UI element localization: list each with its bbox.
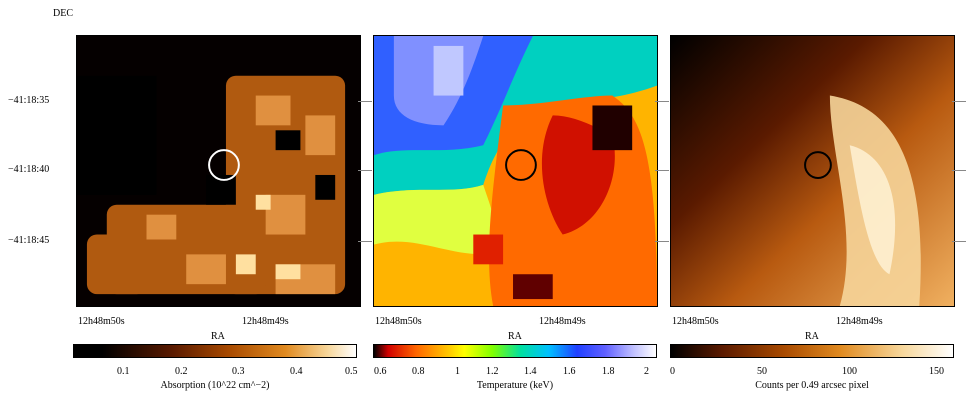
temperature-map-panel — [373, 35, 658, 307]
ra-tick-label: 12h48m50s — [672, 316, 719, 327]
counts-colorbar-tick: 0 — [670, 366, 675, 377]
counts-colorbar-tick: 150 — [929, 366, 944, 377]
temperature-colorbar-tick: 1.2 — [486, 366, 499, 377]
counts-colorbar-label: Counts per 0.49 arcsec pixel — [755, 380, 869, 391]
temperature-colorbar — [373, 344, 657, 358]
dec-gridline — [655, 241, 669, 242]
dec-axis-label: DEC — [53, 8, 73, 19]
absorption-map-panel — [76, 35, 361, 307]
counts-map-image — [671, 36, 954, 306]
dec-tick-label: −41:18:35 — [8, 95, 50, 106]
absorption-colorbar-tick: 0.4 — [290, 366, 303, 377]
dec-gridline — [358, 241, 372, 242]
dec-gridline — [952, 241, 966, 242]
absorption-colorbar — [73, 344, 357, 358]
absorption-colorbar-tick: 0.2 — [175, 366, 188, 377]
temperature-colorbar-tick: 0.8 — [412, 366, 425, 377]
ra-tick-label: 12h48m50s — [375, 316, 422, 327]
dec-gridline — [655, 170, 669, 171]
temperature-colorbar-tick: 0.6 — [374, 366, 387, 377]
absorption-map-image — [77, 36, 360, 306]
dec-tick-label: −41:18:40 — [8, 164, 50, 175]
ra-axis-label: RA — [508, 331, 522, 342]
temperature-colorbar-tick: 1.4 — [524, 366, 537, 377]
temperature-colorbar-tick: 2 — [644, 366, 649, 377]
dec-tick-label: −41:18:45 — [8, 235, 50, 246]
counts-colorbar-tick: 100 — [842, 366, 857, 377]
counts-colorbar-tick: 50 — [757, 366, 767, 377]
absorption-colorbar-tick: 0.1 — [117, 366, 130, 377]
source-circle — [804, 151, 832, 179]
ra-tick-label: 12h48m49s — [242, 316, 289, 327]
ra-axis-label: RA — [211, 331, 225, 342]
temperature-colorbar-label: Temperature (keV) — [476, 380, 554, 391]
source-circle — [208, 149, 240, 181]
temperature-colorbar-tick: 1 — [455, 366, 460, 377]
temperature-map-image — [374, 36, 657, 306]
dec-gridline — [952, 101, 966, 102]
ra-axis-label: RA — [805, 331, 819, 342]
ra-tick-label: 12h48m49s — [836, 316, 883, 327]
absorption-colorbar-tick: 0.5 — [345, 366, 358, 377]
absorption-colorbar-label: Absorption (10^22 cm^−2) — [160, 380, 270, 391]
temperature-colorbar-tick: 1.6 — [563, 366, 576, 377]
ra-tick-label: 12h48m50s — [78, 316, 125, 327]
dec-gridline — [655, 101, 669, 102]
ra-tick-label: 12h48m49s — [539, 316, 586, 327]
counts-colorbar — [670, 344, 954, 358]
source-circle — [505, 149, 537, 181]
counts-map-panel — [670, 35, 955, 307]
absorption-colorbar-tick: 0.3 — [232, 366, 245, 377]
dec-gridline — [358, 101, 372, 102]
dec-gridline — [952, 170, 966, 171]
dec-gridline — [358, 170, 372, 171]
temperature-colorbar-tick: 1.8 — [602, 366, 615, 377]
